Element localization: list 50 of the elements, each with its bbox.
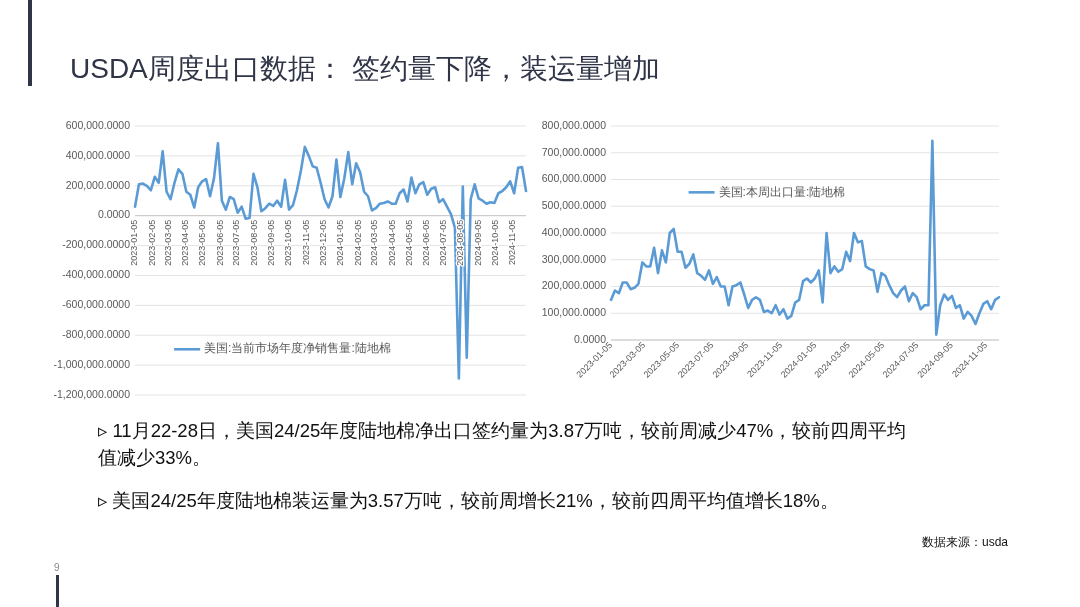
x-tick-label: 2024-09-05 <box>472 219 483 266</box>
text: ▹ 11月22-28日，美国24/25年度陆地棉净出口签约量为3.87万吨，较前周减少47%，较前四周平均值减少33%。 <box>98 419 908 470</box>
text: ▹ 美国24/25年度陆地棉装运量为3.57万吨，较前周增长21%，较前四周平均值增长18%。 <box>98 489 840 513</box>
y-tick-label: 300,000.0000 <box>541 252 607 265</box>
text: 9 <box>54 561 60 575</box>
y-tick-label: -600,000.0000 <box>62 298 131 311</box>
y-tick-label: 800,000.0000 <box>541 118 607 131</box>
y-tick-label: -400,000.0000 <box>62 268 131 281</box>
x-tick-label: 2023-10-05 <box>283 219 294 266</box>
line-series <box>133 141 528 380</box>
y-tick-label: 600,000.0000 <box>541 172 607 185</box>
x-tick-label: 2023-04-05 <box>180 219 191 266</box>
y-tick-label: 600,000.0000 <box>65 118 131 131</box>
x-tick-label: 2024-08-05 <box>455 219 466 266</box>
x-tick-label: 2023-01-05 <box>129 219 140 266</box>
x-tick-label: 2023-11-05 <box>300 219 311 266</box>
x-tick-label: 2024-11-05 <box>507 219 518 266</box>
source-note: 数据来源：usda <box>921 534 1008 551</box>
x-tick-label: 2024-06-05 <box>421 219 432 266</box>
x-tick-label: 2023-08-05 <box>248 219 259 266</box>
x-tick-label: 2023-05-05 <box>197 219 208 266</box>
x-tick-label: 2023-12-05 <box>317 219 328 266</box>
y-tick-label: 700,000.0000 <box>541 145 607 158</box>
x-tick-label: 2024-05-05 <box>403 219 414 266</box>
x-tick-label: 2024-02-05 <box>352 219 363 266</box>
y-tick-label: 200,000.0000 <box>65 178 131 191</box>
y-tick-label: 400,000.0000 <box>65 148 131 161</box>
line-series <box>609 139 1001 336</box>
y-tick-label: 400,000.0000 <box>541 225 607 238</box>
x-tick-label: 2024-04-05 <box>386 219 397 266</box>
legend-label: 美国:当前市场年度净销售量:陆地棉 <box>204 341 391 356</box>
x-tick-label: 2024-07-05 <box>438 219 448 266</box>
x-tick-label: 2023-09-05 <box>266 219 277 266</box>
x-tick-label: 2024-03-05 <box>369 219 380 266</box>
y-tick-label: -800,000.0000 <box>62 328 131 340</box>
y-tick-label: 200,000.0000 <box>541 279 607 292</box>
x-tick-label: 2023-07-05 <box>231 219 242 266</box>
y-tick-label: 0.0000 <box>97 208 131 221</box>
y-tick-label: -1,200,000.0000 <box>53 387 131 400</box>
legend-label: 美国:本周出口量:陆地棉 <box>718 184 846 199</box>
x-tick-label: 2023-06-05 <box>214 219 225 266</box>
y-tick-label: -1,000,000.0000 <box>53 357 131 370</box>
x-tick-label: 2024-10-05 <box>489 219 500 266</box>
x-tick-label: 2024-01-05 <box>335 219 346 266</box>
text: USDA周度出口数据： 签约量下降，装运量增加 <box>70 52 660 86</box>
x-tick-label: 2023-03-05 <box>162 219 173 266</box>
x-tick-label: 2023-02-05 <box>146 219 157 266</box>
y-tick-label: -200,000.0000 <box>62 238 131 251</box>
y-tick-label: 100,000.0000 <box>541 306 607 319</box>
y-tick-label: 500,000.0000 <box>541 199 607 212</box>
